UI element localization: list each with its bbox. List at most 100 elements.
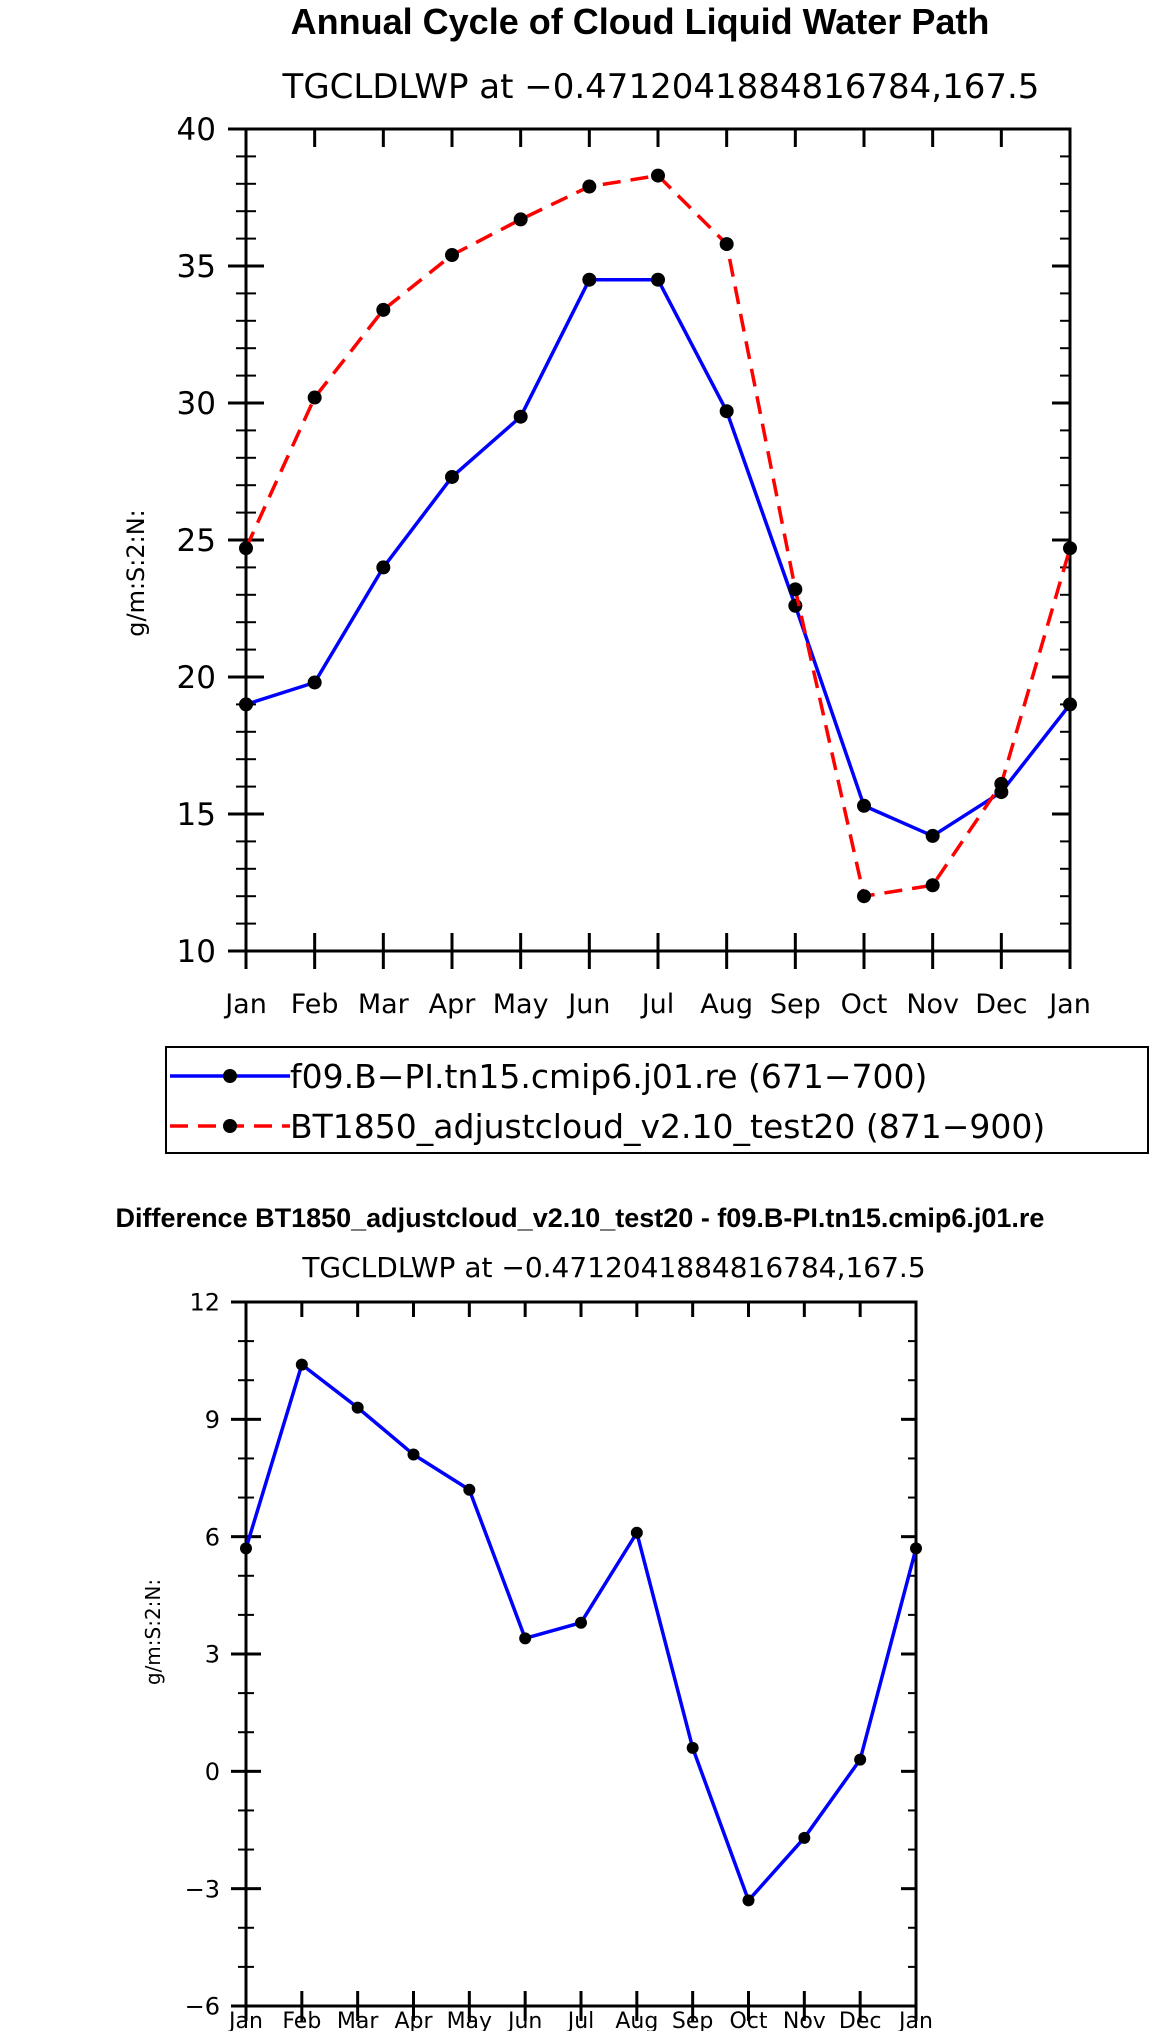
x-tick-label: Oct: [841, 989, 888, 1020]
x-tick-label: Mar: [337, 2009, 379, 2031]
x-tick-label: Oct: [729, 2009, 767, 2031]
series-1-point: [910, 1542, 922, 1555]
x-tick-label: Jul: [640, 989, 675, 1020]
legend-box: [165, 1046, 1149, 1154]
series-2-point: [445, 248, 459, 263]
chart1-y-axis-label: g/m:S:2:N:: [122, 509, 150, 637]
series-2-point: [239, 541, 253, 556]
difference-chart: Difference BT1850_adjustcloud_v2.10_test…: [116, 1203, 1045, 2031]
series-1-point: [686, 1741, 699, 1754]
series-2-point: [857, 889, 871, 904]
x-tick-label: Jan: [223, 989, 267, 1020]
series-2-point: [513, 212, 528, 227]
chart1-y-axis: 10 15 20 25 30 35 40: [177, 112, 1070, 970]
y-tick-label: −3: [185, 1875, 220, 1903]
series-1-point: [575, 1616, 587, 1629]
x-tick-label: Feb: [282, 2009, 321, 2031]
y-tick-label: 6: [205, 1523, 220, 1551]
y-tick-label: 35: [177, 249, 216, 285]
y-tick-label: 30: [177, 386, 216, 422]
legend-marker-series-2: [223, 1119, 237, 1133]
series-2-point: [788, 582, 803, 597]
y-tick-label: 12: [189, 1289, 220, 1317]
y-tick-label: 10: [177, 934, 216, 970]
y-tick-label: 3: [205, 1641, 220, 1669]
x-tick-label: Aug: [700, 989, 753, 1020]
chart2-title: Difference BT1850_adjustcloud_v2.10_test…: [116, 1203, 1045, 1233]
series-1-point: [295, 1358, 308, 1371]
series-2-point: [994, 776, 1009, 791]
x-tick-label: Dec: [839, 2009, 882, 2031]
chart2-plot-frame: [244, 1300, 918, 2008]
chart1-series-group: [239, 168, 1077, 904]
series-line-1: [244, 1362, 918, 1903]
x-tick-label: Apr: [429, 989, 477, 1020]
series-1-point: [445, 469, 459, 484]
series-2-point: [376, 302, 391, 317]
series-2-point: [719, 237, 734, 252]
chart2-x-axis: Jan Feb Mar Apr May Jun Jul Aug Sep Oct Nov Dec Jan: [227, 1302, 933, 2031]
y-tick-label: 15: [177, 797, 216, 833]
chart1-title: Annual Cycle of Cloud Liquid Water Path: [291, 1, 990, 42]
chart1-x-axis: Jan Feb Mar Apr May Jun Jul Aug Sep Oct Nov Dec Jan: [223, 129, 1091, 1020]
x-tick-label: May: [447, 2009, 492, 2031]
series-2-point: [582, 179, 597, 194]
x-tick-label: Mar: [358, 989, 410, 1020]
chart1-subtitle: TGCLDLWP at −0.4712041884816784,167.5: [282, 67, 1040, 107]
series-1-point: [651, 272, 665, 287]
legend-label-series-2: BT1850_adjustcloud_v2.10_test20 (871−900…: [290, 1107, 1045, 1146]
x-tick-label: Feb: [291, 989, 339, 1020]
series-1-point: [857, 798, 871, 813]
series-1-point: [513, 409, 528, 424]
x-tick-label: Nov: [783, 2009, 826, 2031]
chart2-series-group: [240, 1358, 922, 1907]
x-tick-label: Jan: [897, 2009, 933, 2031]
y-tick-label: −6: [185, 1993, 220, 2021]
series-line-1: [245, 277, 1072, 838]
chart1-legend: f09.B−PI.tn15.cmip6.j01.re (671−700) BT1…: [165, 1046, 1149, 1154]
x-tick-label: Sep: [672, 2009, 713, 2031]
chart2-y-axis-label: g/m:S:2:N:: [141, 1579, 165, 1685]
x-tick-label: Jun: [506, 2009, 542, 2031]
series-1-point: [798, 1831, 811, 1844]
series-1-point: [925, 828, 940, 843]
series-1-point: [463, 1483, 476, 1496]
y-tick-label: 9: [205, 1406, 220, 1434]
series-1-point: [854, 1753, 867, 1766]
annual-cycle-chart: Annual Cycle of Cloud Liquid Water Path …: [122, 1, 1149, 1154]
x-tick-label: Jun: [566, 989, 610, 1020]
series-1-point: [351, 1401, 364, 1414]
series-2-point: [651, 168, 665, 183]
series-2-point: [1063, 541, 1077, 556]
series-1-point: [240, 1542, 252, 1555]
series-1-point: [519, 1632, 532, 1645]
series-1-point: [307, 675, 322, 690]
series-1-point: [1063, 697, 1077, 712]
chart2-subtitle: TGCLDLWP at −0.4712041884816784,167.5: [301, 1251, 925, 1284]
x-tick-label: Jan: [1047, 989, 1091, 1020]
x-tick-label: May: [493, 989, 549, 1020]
series-1-point: [742, 1894, 755, 1907]
x-tick-label: Jan: [227, 2009, 263, 2031]
y-tick-label: 25: [177, 523, 216, 559]
x-tick-label: Apr: [394, 2009, 433, 2031]
x-tick-label: Sep: [770, 989, 821, 1020]
y-tick-label: 20: [177, 660, 216, 696]
y-tick-label: 40: [177, 112, 216, 148]
x-tick-label: Dec: [975, 989, 1027, 1020]
y-tick-label: 0: [205, 1758, 220, 1786]
chart2-y-axis: −6 −3 0 3 6 9 12: [185, 1289, 916, 2021]
series-1-point: [719, 404, 734, 419]
x-tick-label: Aug: [615, 2009, 658, 2031]
legend-marker-series-1: [223, 1069, 237, 1083]
series-2-point: [307, 390, 322, 405]
x-tick-label: Nov: [906, 989, 959, 1020]
series-1-point: [582, 272, 597, 287]
series-1-point: [630, 1526, 643, 1539]
series-1-point: [239, 697, 253, 712]
series-1-point: [407, 1448, 420, 1461]
x-tick-label: Jul: [566, 2009, 595, 2031]
series-1-point: [376, 560, 391, 575]
legend-label-series-1: f09.B−PI.tn15.cmip6.j01.re (671−700): [290, 1057, 927, 1096]
